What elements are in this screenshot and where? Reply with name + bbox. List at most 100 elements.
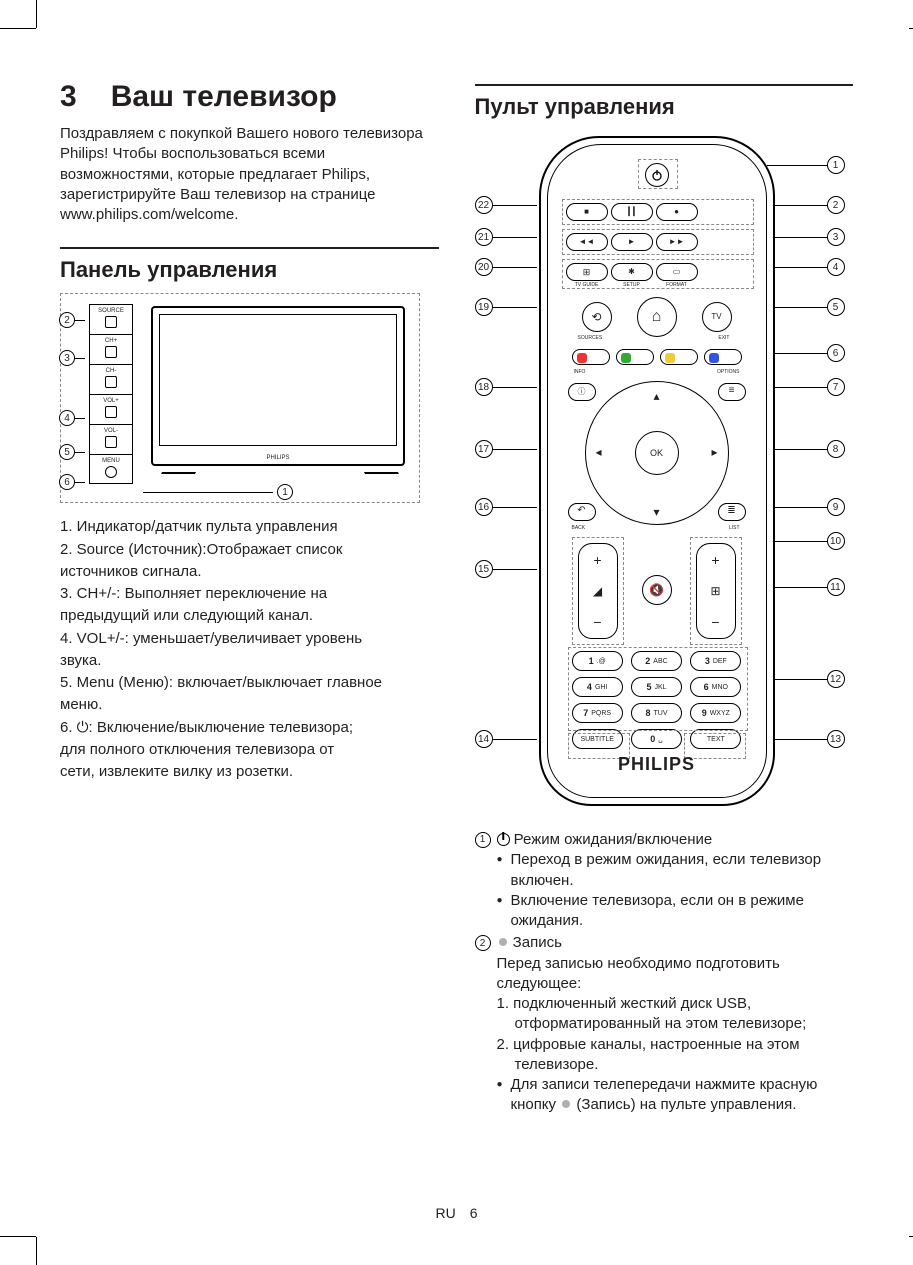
panel-volp: VOL+ [90,395,132,425]
callout-r11: 11 [775,578,845,596]
callout-4: 4 [59,410,85,426]
desc-1-b2: Включение телевизора, если он в режиме о… [497,891,854,932]
panel-figure: SOURCE CH+ CH- VOL+ VOL- MENU 2 3 4 5 6 … [60,293,420,503]
desc-2-head: Запись [513,934,562,951]
home-row: ⌂ ⟲ TV SOURCES EXIT [548,297,766,341]
tv-body: PHILIPS [151,306,405,466]
dash-box [562,229,754,255]
remote-body: ■┃┃● ◄◄►►► ⊞✱▭ TV GUIDE SETUP FORMAT [539,136,775,806]
options-label: OPTIONS [717,369,740,375]
back-label: BACK [572,525,586,531]
dash-box [638,159,678,189]
callout-l18: 18 [475,378,537,396]
color-row [572,349,742,367]
callout-r9: 9 [775,498,845,516]
ok-button: OK [635,431,679,475]
desc-2-b1: Для записи телепередачи нажмите красную … [497,1075,854,1116]
dash-box [572,537,624,645]
down-arrow-icon: ▾ [653,505,659,519]
desc-2-p: Перед записью необходимо подготовить сле… [497,954,854,995]
section-rule [60,247,439,249]
panel-chp: CH+ [90,335,132,365]
options-button: ≡ [718,383,746,401]
left-arrow-icon: ◂ [596,445,602,459]
up-arrow-icon: ▴ [653,389,659,403]
chapter-number: 3 [60,80,77,114]
crop-mark [36,1237,37,1265]
section-panel-title: Панель управления [60,257,439,283]
callout-r5: 5 [775,298,845,316]
callout-2: 2 [59,312,85,328]
mute-button: 🔇 [642,575,672,605]
crop-mark [36,0,37,28]
tv-brand: PHILIPS [266,455,289,461]
panel-item-6b: для полного отключения телевизора от [60,740,439,760]
callout-l15: 15 [475,560,537,578]
tv-stand [161,460,203,474]
green-key [621,353,631,363]
crop-mark [0,28,36,29]
panel-item-2: 2. Source (Источник):Отображает список [60,540,439,560]
tv-stand [357,460,399,474]
red-key [577,353,587,363]
list-label: LIST [729,525,740,531]
sources-button: ⟲ [582,302,612,332]
record-icon [562,1100,570,1108]
panel-volm: VOL- [90,425,132,455]
panel-menu-power: MENU [90,455,132,485]
callout-3: 3 [59,350,85,366]
callout-5: 5 [59,444,85,460]
callout-r6: 6 [775,344,845,362]
callout-r3: 3 [775,228,845,246]
dash-box [568,647,748,731]
callout-l21: 21 [475,228,537,246]
footer-lang: RU [435,1205,455,1221]
panel-item-2b: источников сигнала. [60,562,439,582]
panel-chm: CH- [90,365,132,395]
panel-item-5b: меню. [60,695,439,715]
blue-key [709,353,719,363]
tv-side-panel: SOURCE CH+ CH- VOL+ VOL- MENU [89,304,133,484]
panel-item-4: 4. VOL+/-: уменьшает/увеличивает уровень [60,629,439,649]
panel-item-3b: предыдущий или следующий канал. [60,606,439,626]
info-button: ⓘ [568,383,596,401]
remote-desc-2: 2 Запись Перед записью необходимо подгот… [475,933,854,1115]
left-column: 3Ваш телевизор Поздравляем с покупкой Ва… [60,80,439,1118]
home-button: ⌂ [637,297,677,337]
desc-2-o2: 2. цифровые каналы, настроенные на этом … [497,1035,854,1076]
remote-desc-1: 1 Режим ожидания/включение Переход в реж… [475,830,854,931]
exit-button: TV [702,302,732,332]
page-footer: RU 6 [0,1205,913,1221]
callout-r8: 8 [775,440,845,458]
crop-mark [909,1236,913,1237]
panel-item-5: 5. Menu (Меню): включает/выключает главн… [60,673,439,693]
callout-r10: 10 [775,532,845,550]
crop-mark [909,28,913,29]
section-remote-title: Пульт управления [475,94,854,120]
callout-l22: 22 [475,196,537,214]
panel-source: SOURCE [90,305,132,335]
remote-brand: PHILIPS [548,754,766,775]
panel-item-4b: звука. [60,651,439,671]
desc-1-head: Режим ожидания/включение [514,831,713,848]
crop-mark [0,1236,36,1237]
right-arrow-icon: ▸ [711,445,717,459]
callout-1: 1 [143,484,293,500]
callout-r4: 4 [775,258,845,276]
callout-r2: 2 [775,196,845,214]
remote-figure: ■┃┃● ◄◄►►► ⊞✱▭ TV GUIDE SETUP FORMAT [475,130,845,814]
dash-box [562,259,754,289]
callout-l20: 20 [475,258,537,276]
power-icon [497,833,510,846]
remote-inner: ■┃┃● ◄◄►►► ⊞✱▭ TV GUIDE SETUP FORMAT [547,144,767,798]
panel-item-1: 1. Индикатор/датчик пульта управления [60,517,439,537]
back-button: ↶ [568,503,596,521]
callout-r12: 12 [775,670,845,688]
panel-item-3: 3. CH+/-: Выполняет переключение на [60,584,439,604]
callout-r7: 7 [775,378,845,396]
callout-6: 6 [59,474,85,490]
yellow-key [665,353,675,363]
panel-item-6c: сети, извлеките вилку из розетки. [60,762,439,782]
dash-box [562,199,754,225]
footer-page-number: 6 [470,1205,478,1221]
